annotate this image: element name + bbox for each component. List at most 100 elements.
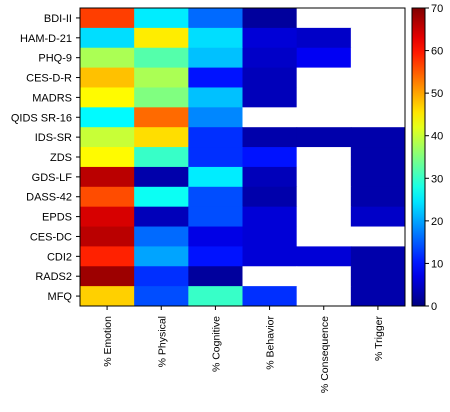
heatmap-cell [296, 147, 352, 168]
heatmap-cell [80, 87, 135, 108]
column-label: % Behavior [265, 316, 277, 370]
heatmap-cell [350, 47, 406, 69]
column-label: % Physical [156, 316, 168, 367]
heatmap-cell [242, 206, 298, 228]
heatmap-cell [134, 47, 189, 69]
heatmap-cell [134, 107, 189, 128]
heatmap-cell [134, 27, 189, 49]
row-label: CDI2 [47, 251, 72, 263]
heatmap-cell [350, 147, 406, 168]
heatmap-cell [134, 147, 189, 168]
row-labels: BDI-II HAM-D-21 PHQ-9 CES-D-R MADRS QIDS SR-1… [11, 13, 80, 303]
heatmap-cell [296, 107, 352, 128]
heatmap-cell [188, 8, 243, 29]
heatmap-cell [134, 87, 189, 108]
heatmap-cell [296, 286, 352, 307]
row-label: EPDS [42, 212, 72, 224]
heatmap-cell [188, 226, 243, 247]
heatmap-cell [80, 67, 135, 88]
row-label: QIDS SR-16 [11, 112, 72, 124]
heatmap-cell [350, 67, 406, 88]
heatmap-cell [134, 266, 189, 287]
heatmap-cell [242, 266, 298, 287]
heatmap-cell [188, 47, 243, 69]
heatmap-cell [188, 87, 243, 108]
heatmap-cell [134, 186, 189, 208]
column-label: % Cognitive [210, 316, 222, 372]
heatmap-cell [80, 246, 135, 267]
colorbar-tick-label: 0 [431, 301, 437, 313]
heatmap-cell [80, 286, 135, 307]
colorbar-tick-label: 50 [431, 88, 443, 100]
column-labels: % Emotion % Physical % Cognitive % Behavior… [102, 306, 385, 393]
heatmap-cell [80, 47, 135, 69]
row-label: PHQ-9 [38, 53, 72, 65]
heatmap-cell [80, 226, 135, 247]
heatmap-cell [188, 27, 243, 49]
heatmap-cell [188, 147, 243, 168]
heatmap-cells [80, 8, 406, 307]
row-label: IDS-SR [35, 132, 72, 144]
colorbar-tick-label: 20 [431, 216, 443, 228]
heatmap-cell [350, 226, 406, 247]
heatmap-cell [80, 107, 135, 128]
heatmap-cell [296, 166, 352, 188]
row-label: MFQ [48, 291, 73, 303]
heatmap-cell [134, 206, 189, 228]
heatmap-cell [242, 127, 298, 148]
heatmap-cell [350, 27, 406, 49]
heatmap-cell [350, 127, 406, 148]
heatmap-cell [80, 206, 135, 228]
heatmap-cell [296, 186, 352, 208]
column-label: % Emotion [102, 316, 114, 367]
colorbar-tick-label: 60 [431, 46, 443, 58]
colorbar-tick-label: 10 [431, 258, 443, 270]
heatmap-cell [296, 8, 352, 29]
heatmap-cell [188, 186, 243, 208]
heatmap-cell [350, 246, 406, 267]
heatmap-cell [134, 67, 189, 88]
heatmap-cell [188, 166, 243, 188]
heatmap-cell [188, 67, 243, 88]
row-label: MADRS [32, 92, 72, 104]
row-label: CES-DC [30, 231, 72, 243]
row-label: RADS2 [35, 271, 72, 283]
heatmap-cell [134, 246, 189, 267]
heatmap-cell [188, 286, 243, 307]
row-label: CES-D-R [26, 73, 72, 85]
heatmap-cell [350, 266, 406, 287]
heatmap-cell [296, 47, 352, 69]
colorbar [411, 7, 426, 307]
heatmap-cell [350, 286, 406, 307]
row-label: GDS-LF [32, 172, 73, 184]
heatmap-cell [188, 266, 243, 287]
heatmap-cell [242, 286, 298, 307]
heatmap-cell [188, 206, 243, 228]
heatmap-cell [80, 266, 135, 287]
heatmap-cell [296, 87, 352, 108]
heatmap-cell [350, 166, 406, 188]
heatmap-cell [134, 166, 189, 188]
heatmap-cell [80, 27, 135, 49]
colorbar-tick-label: 70 [431, 3, 443, 15]
heatmap-cell [242, 147, 298, 168]
column-label: % Consequence [319, 316, 331, 393]
colorbar-tick-label: 30 [431, 173, 443, 185]
heatmap-cell [242, 246, 298, 267]
heatmap-cell [350, 206, 406, 228]
heatmap-cell [350, 8, 406, 29]
heatmap-cell [242, 226, 298, 247]
heatmap-cell [296, 67, 352, 88]
heatmap-cell [188, 246, 243, 267]
heatmap-cell [80, 127, 135, 148]
heatmap-cell [296, 127, 352, 148]
heatmap-cell [242, 47, 298, 69]
heatmap-cell [188, 127, 243, 148]
heatmap-cell [242, 8, 298, 29]
colorbar-ticks: 0 10 20 30 40 50 60 70 [425, 3, 443, 313]
heatmap-cell [242, 166, 298, 188]
heatmap-cell [296, 226, 352, 247]
heatmap-cell [350, 186, 406, 208]
heatmap-cell [134, 286, 189, 307]
